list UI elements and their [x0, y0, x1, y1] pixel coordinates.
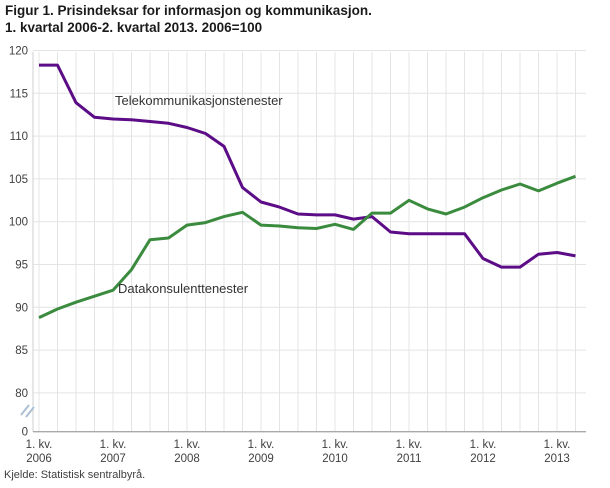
- svg-text:1. kv.: 1. kv.: [248, 439, 275, 451]
- svg-text:115: 115: [10, 88, 28, 100]
- svg-text:100: 100: [9, 217, 28, 229]
- svg-text:1. kv.: 1. kv.: [26, 439, 53, 451]
- svg-text:0: 0: [22, 427, 28, 439]
- svg-text:2011: 2011: [397, 453, 422, 465]
- series-label-datakonsulenttenester: Datakonsulenttenester: [118, 281, 249, 296]
- title-line-2: 1. kvartal 2006-2. kvartal 2013. 2006=10…: [5, 19, 263, 35]
- svg-text:2007: 2007: [100, 453, 126, 465]
- svg-text:80: 80: [15, 388, 28, 400]
- svg-text:2012: 2012: [470, 453, 496, 465]
- svg-text:2010: 2010: [322, 453, 348, 465]
- y-axis-labels: 120 115 110 105 100 95 90 85 80 0: [9, 46, 28, 439]
- svg-text:1. kv.: 1. kv.: [396, 439, 423, 451]
- svg-text:1. kv.: 1. kv.: [174, 439, 201, 451]
- svg-text:95: 95: [15, 260, 28, 272]
- svg-text:1. kv.: 1. kv.: [470, 439, 497, 451]
- axis-break-icon: [20, 404, 35, 418]
- series-line-1: [38, 174, 577, 319]
- x-axis-labels: 1. kv. 2006 1. kv. 2007 1. kv. 2008 1. kv. 2009…: [26, 439, 571, 465]
- svg-text:1. kv.: 1. kv.: [100, 439, 127, 451]
- svg-text:2013: 2013: [544, 453, 570, 465]
- title-line-1: Figur 1. Prisindeksar for informasjon og…: [5, 3, 372, 18]
- svg-text:2006: 2006: [26, 453, 52, 465]
- series-line-0: [39, 63, 576, 269]
- svg-text:90: 90: [15, 302, 28, 314]
- svg-text:1. kv.: 1. kv.: [322, 439, 349, 451]
- series-label-telekommunikasjonstenester: Telekommunikasjonstenester: [115, 93, 283, 108]
- svg-text:85: 85: [15, 345, 28, 357]
- svg-text:120: 120: [9, 46, 28, 58]
- page-title: Figur 1. Prisindeksar for informasjon og…: [5, 3, 372, 36]
- source-note: Kjelde: Statistisk sentralbyrå.: [4, 469, 146, 481]
- svg-text:2008: 2008: [174, 453, 200, 465]
- gridlines: [33, 50, 586, 432]
- svg-text:1. kv.: 1. kv.: [544, 439, 571, 451]
- svg-text:2009: 2009: [248, 453, 274, 465]
- svg-text:105: 105: [9, 174, 28, 186]
- svg-text:110: 110: [10, 131, 28, 143]
